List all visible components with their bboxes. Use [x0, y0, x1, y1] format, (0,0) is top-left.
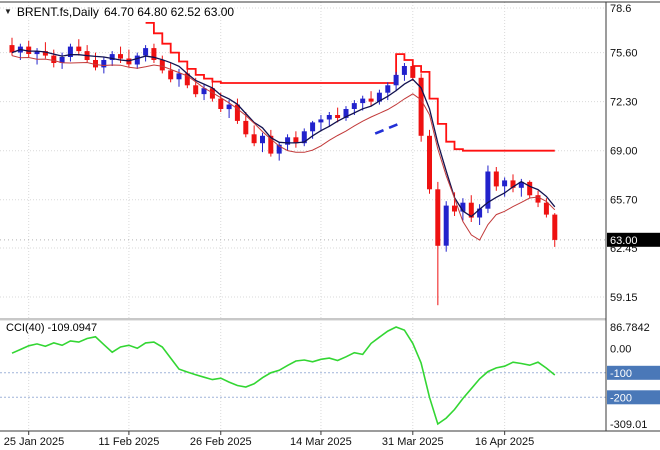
- candle-body: [435, 189, 441, 246]
- grid-lines: [0, 2, 606, 431]
- price-axis-labels: 78.675.6072.3069.0065.7062.4559.1586.784…: [610, 3, 650, 431]
- candle-body: [243, 120, 249, 135]
- candle-body: [552, 214, 558, 240]
- candle-body: [285, 137, 291, 145]
- current-price-tag-label: 63.00: [610, 235, 638, 247]
- candle-body: [176, 73, 182, 80]
- candle-body: [93, 60, 98, 68]
- price-tick-label: 75.60: [610, 48, 638, 60]
- candle-body: [268, 135, 274, 154]
- candle-body: [101, 60, 107, 68]
- candle-body: [209, 88, 215, 99]
- date-label: 11 Feb 2025: [98, 436, 159, 448]
- candle-body: [443, 205, 449, 246]
- candle-body: [385, 85, 391, 93]
- candle-body: [376, 92, 382, 102]
- candle-body: [477, 208, 483, 218]
- symbol-marker-icon: ▼: [4, 7, 12, 16]
- dashed-trendline-segment[interactable]: [374, 122, 400, 135]
- candle-body: [518, 181, 524, 188]
- candle-body: [51, 55, 57, 63]
- candle-body: [76, 46, 82, 52]
- candle-body: [218, 98, 224, 109]
- candle-body: [452, 205, 457, 212]
- ohlc-readout: 64.70 64.80 62.52 63.00: [103, 5, 235, 19]
- candle-body: [335, 115, 341, 118]
- symbol-period-label: BRENT.fs,Daily: [16, 5, 99, 19]
- candle-body: [143, 48, 149, 56]
- candle-body: [251, 134, 257, 144]
- candle-body: [468, 202, 474, 218]
- candle-body: [134, 55, 140, 65]
- candle-body: [543, 202, 549, 215]
- price-tick-label: 59.15: [610, 292, 638, 304]
- candle-body: [59, 57, 65, 63]
- chart-title: ▼ BRENT.fs,Daily 64.70 64.80 62.52 63.00: [4, 5, 234, 19]
- indicator-label: CCI(40) -109.0947: [4, 322, 100, 334]
- candle-body: [109, 54, 115, 60]
- candle-body: [226, 104, 232, 110]
- candle-body: [276, 144, 282, 154]
- candle-body: [310, 122, 316, 132]
- cci-tick-label: 0.00: [610, 343, 631, 355]
- candle-body: [234, 104, 240, 121]
- candle-body: [326, 115, 332, 120]
- candle-body: [184, 73, 190, 86]
- candle-body: [9, 45, 15, 53]
- price-tick-label: 69.00: [610, 146, 638, 158]
- candle-body: [527, 181, 533, 196]
- candle-body: [67, 46, 73, 57]
- moving-average-dark: [11, 48, 556, 218]
- candle-body: [159, 60, 165, 71]
- candle-body: [34, 51, 40, 55]
- cci-indicator-line: [11, 326, 556, 426]
- cci-level-tag: [607, 390, 660, 405]
- candle-body: [193, 85, 199, 95]
- candle-body: [351, 103, 357, 109]
- candle-body: [118, 54, 123, 59]
- candle-body: [368, 98, 374, 102]
- price-tick-label: 78.6: [610, 3, 631, 15]
- candle-body: [510, 180, 516, 188]
- cci-level-tag: [607, 365, 660, 380]
- candle-body: [393, 74, 399, 86]
- candle-body: [168, 70, 174, 80]
- moving-average-red: [11, 55, 556, 241]
- candle-body: [460, 202, 466, 212]
- candle-body: [535, 195, 541, 203]
- resistance-step-line: [145, 22, 555, 152]
- date-label: 25 Jan 2025: [4, 436, 65, 448]
- candle-body: [502, 180, 508, 187]
- candle-body: [343, 109, 349, 118]
- date-label: 14 Mar 2025: [290, 436, 352, 448]
- candle-body: [410, 66, 416, 78]
- date-label: 16 Apr 2025: [475, 436, 534, 448]
- date-label: 26 Feb 2025: [190, 436, 252, 448]
- cci-tick-label: 86.7842: [610, 322, 650, 334]
- candle-body: [260, 135, 265, 144]
- candle-body: [151, 48, 157, 60]
- cci-level-tag-label: -200: [610, 392, 632, 404]
- candle-body: [42, 51, 48, 56]
- candle-body: [26, 46, 32, 54]
- candle-body: [493, 171, 499, 187]
- candle-body: [427, 135, 432, 190]
- candlesticks: [9, 37, 558, 306]
- date-label: 31 Mar 2025: [382, 436, 444, 448]
- candle-body: [301, 131, 307, 144]
- cci-level-tag-label: -100: [610, 368, 632, 380]
- candle-body: [318, 119, 324, 123]
- candle-body: [401, 66, 407, 75]
- candle-body: [201, 88, 207, 95]
- price-tick-label: 65.70: [610, 195, 638, 207]
- current-price-tag: [607, 232, 660, 247]
- candle-body: [485, 171, 491, 209]
- price-tick-label: 72.30: [610, 97, 638, 109]
- candle-body: [293, 137, 299, 144]
- candle-body: [360, 98, 366, 104]
- cci-min-label: -309.01: [610, 419, 647, 431]
- candle-body: [418, 77, 424, 136]
